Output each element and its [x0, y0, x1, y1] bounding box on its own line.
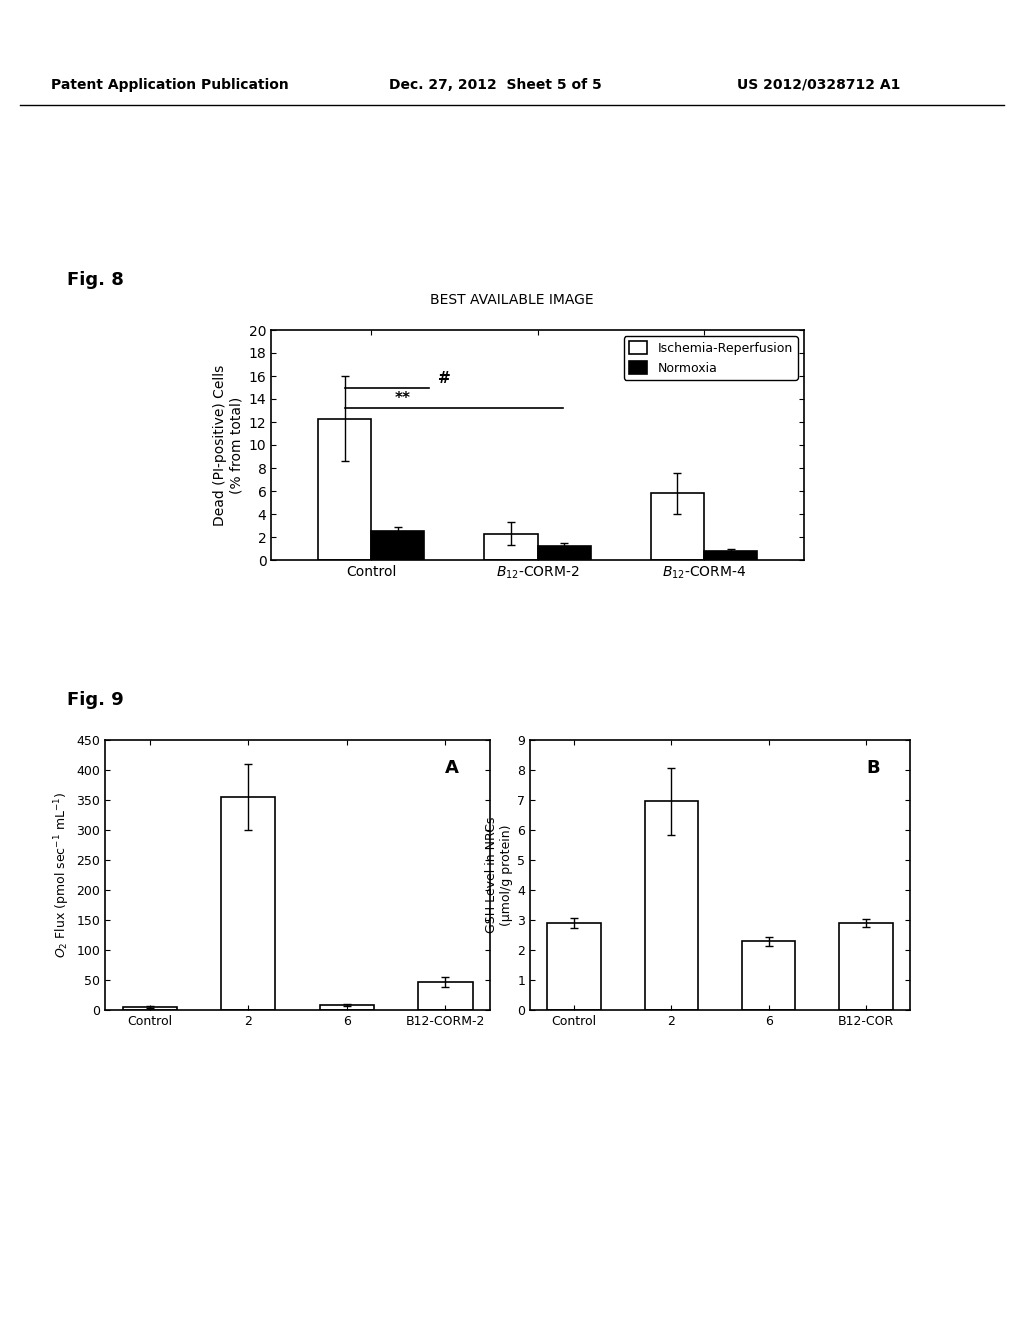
- Text: A: A: [445, 759, 459, 777]
- Bar: [547, 923, 601, 1010]
- Text: US 2012/0328712 A1: US 2012/0328712 A1: [737, 78, 901, 92]
- Bar: [705, 550, 757, 560]
- Bar: [484, 533, 538, 560]
- Legend: Ischemia-Reperfusion, Normoxia: Ischemia-Reperfusion, Normoxia: [624, 337, 798, 380]
- Text: Dec. 27, 2012  Sheet 5 of 5: Dec. 27, 2012 Sheet 5 of 5: [389, 78, 602, 92]
- Bar: [123, 1007, 177, 1010]
- Bar: [644, 801, 698, 1010]
- Bar: [318, 418, 372, 560]
- Bar: [221, 797, 275, 1010]
- Text: Patent Application Publication: Patent Application Publication: [51, 78, 289, 92]
- Text: Fig. 8: Fig. 8: [67, 271, 124, 289]
- Bar: [651, 494, 705, 560]
- Y-axis label: Dead (PI-positive) Cells
(% from total): Dead (PI-positive) Cells (% from total): [213, 364, 243, 525]
- Y-axis label: $O_2$ Flux (pmol sec$^{-1}$ mL$^{-1}$): $O_2$ Flux (pmol sec$^{-1}$ mL$^{-1}$): [52, 792, 72, 958]
- Text: #: #: [438, 371, 451, 385]
- Bar: [418, 982, 472, 1010]
- Bar: [840, 923, 893, 1010]
- Text: B: B: [866, 759, 880, 777]
- Bar: [742, 941, 796, 1010]
- Bar: [319, 1006, 374, 1010]
- Bar: [538, 546, 591, 560]
- Text: Fig. 9: Fig. 9: [67, 690, 123, 709]
- Text: **: **: [394, 392, 411, 407]
- Bar: [372, 531, 425, 560]
- Y-axis label: GSH Level in NRCs
(μmol/g protein): GSH Level in NRCs (μmol/g protein): [485, 817, 513, 933]
- Text: BEST AVAILABLE IMAGE: BEST AVAILABLE IMAGE: [430, 293, 594, 308]
